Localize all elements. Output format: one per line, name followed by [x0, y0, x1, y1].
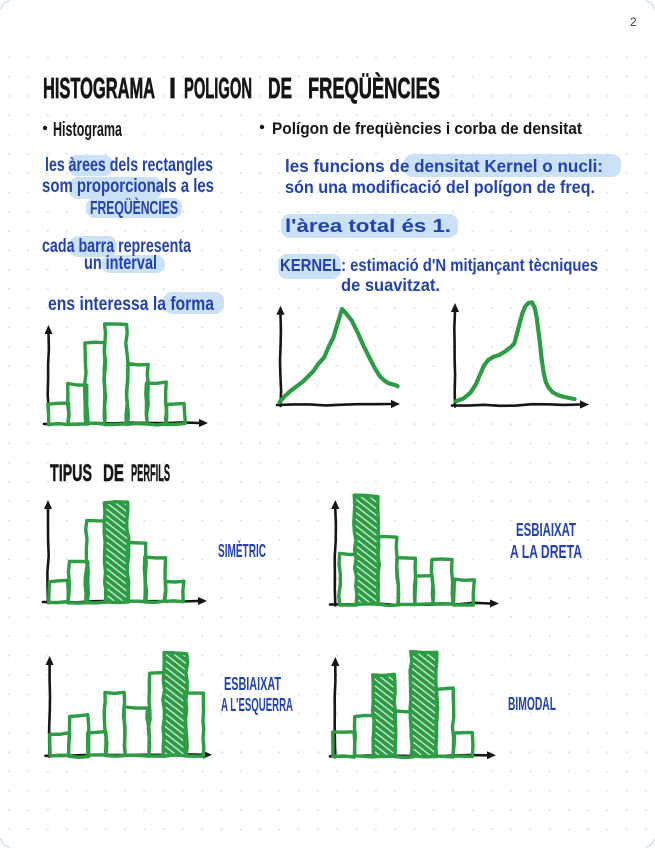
- svg-text:ESBIAIXAT: ESBIAIXAT: [224, 674, 281, 694]
- svg-text:cada barra representa: cada barra representa: [42, 236, 191, 257]
- svg-text:FREQÜÈNCIES: FREQÜÈNCIES: [90, 197, 178, 218]
- svg-text:HISTOGRAMA: HISTOGRAMA: [43, 73, 155, 105]
- svg-text:DE: DE: [268, 73, 292, 105]
- svg-text:l'àrea total és 1.: l'àrea total és 1.: [285, 215, 451, 236]
- svg-text:Histograma: Histograma: [53, 119, 123, 141]
- svg-text:POLIGON: POLIGON: [184, 73, 252, 105]
- svg-text:KERNEL: estimació d'N mitjança: KERNEL: estimació d'N mitjançant tècniqu…: [280, 255, 598, 275]
- svg-text:són una modificació del polígo: són una modificació del polígon de freq.: [285, 177, 595, 197]
- svg-text:A L'ESQUERRA: A L'ESQUERRA: [221, 695, 293, 715]
- svg-text:2: 2: [630, 15, 637, 29]
- svg-text:un interval: un interval: [84, 253, 157, 274]
- svg-text:de suavitzat.: de suavitzat.: [341, 275, 440, 295]
- svg-text:I: I: [169, 73, 176, 105]
- svg-text:BIMODAL: BIMODAL: [508, 694, 556, 714]
- svg-text:ens interessa la forma: ens interessa la forma: [48, 294, 214, 315]
- svg-text:les àrees dels rectangles: les àrees dels rectangles: [45, 155, 213, 176]
- svg-text:ESBIAIXAT: ESBIAIXAT: [516, 520, 576, 540]
- svg-text:Polígon de freqüències i corba: Polígon de freqüències i corba de densit…: [272, 119, 582, 138]
- svg-text:FREQÜÈNCIES: FREQÜÈNCIES: [308, 71, 440, 105]
- svg-text:TIPUS: TIPUS: [50, 460, 92, 487]
- svg-text:PERFILS: PERFILS: [131, 460, 170, 487]
- svg-text:SIMÈTRIC: SIMÈTRIC: [218, 540, 266, 561]
- svg-text:les funcions de densitat Kerne: les funcions de densitat Kernel o nucli:: [285, 156, 603, 176]
- svg-text:A LA DRETA: A LA DRETA: [510, 542, 582, 562]
- svg-text:DE: DE: [103, 460, 124, 487]
- svg-text:som proporcionals a les: som proporcionals a les: [42, 176, 214, 197]
